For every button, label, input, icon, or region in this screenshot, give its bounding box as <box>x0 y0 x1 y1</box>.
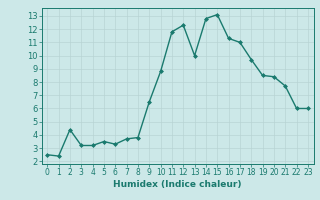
X-axis label: Humidex (Indice chaleur): Humidex (Indice chaleur) <box>113 180 242 189</box>
